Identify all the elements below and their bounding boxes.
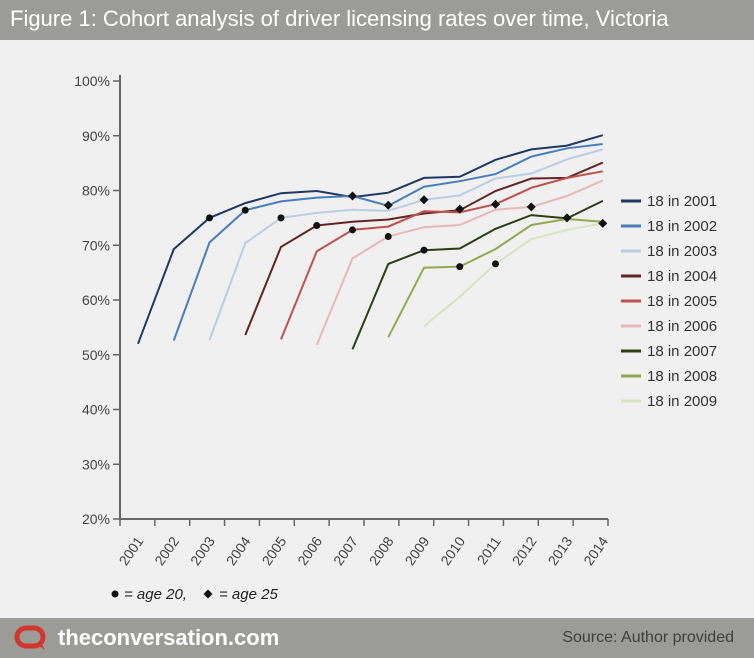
x-tick-label: 2007 (330, 533, 361, 568)
y-tick-label: 30% (82, 456, 110, 472)
conversation-logo-icon (14, 625, 46, 650)
series-line (172, 143, 603, 341)
legend-label: 18 in 2002 (647, 218, 717, 235)
series-layer (137, 134, 604, 350)
figure-header: Figure 1: Cohort analysis of driver lice… (0, 0, 754, 40)
series-line (137, 134, 604, 345)
legend-label: 18 in 2006 (647, 318, 717, 335)
x-tick-label: 2008 (366, 533, 397, 568)
age20-marker (384, 232, 392, 240)
y-tick-label: 90% (82, 128, 110, 144)
x-tick-label: 2005 (258, 533, 289, 568)
figure-title: Figure 1: Cohort analysis of driver lice… (10, 6, 669, 31)
note-diamond-marker (203, 589, 213, 599)
legend-label: 18 in 2001 (647, 193, 717, 210)
age25-marker (562, 213, 572, 223)
x-tick-label: 2001 (115, 533, 146, 568)
x-tick-label: 2011 (474, 533, 504, 567)
chart-legend: 18 in 2001 18 in 2002 18 in 2003 18 in 2004… (621, 193, 717, 410)
x-tick-label: 2013 (544, 533, 575, 568)
age25-marker (526, 202, 536, 212)
note-age20-label: = age 20, (124, 586, 187, 603)
age20-marker (206, 214, 214, 222)
age25-marker (419, 195, 429, 205)
age25-marker (598, 218, 608, 228)
x-tick-label: 2014 (580, 533, 611, 568)
y-tick-label: 70% (82, 237, 110, 253)
chart-axes: 20% 30% 40% 50% 60% 70% 80% 90% 100% 2001 2002 2003… (74, 73, 611, 568)
y-tick-label: 100% (74, 73, 110, 89)
y-tick-label: 50% (82, 347, 110, 363)
x-tick-label: 2004 (223, 533, 254, 568)
marker-note: = age 20, = age 25 (111, 586, 278, 603)
x-tick-label: 2010 (437, 533, 468, 568)
age20-marker (349, 226, 357, 234)
brand-name: theconversation.com (58, 625, 280, 650)
y-tick-label: 40% (82, 402, 110, 418)
age25-marker (383, 200, 393, 210)
legend-label: 18 in 2003 (647, 243, 717, 260)
series-line (244, 161, 604, 336)
legend-label: 18 in 2004 (647, 268, 717, 285)
x-tick-label: 2012 (509, 533, 540, 568)
x-tick-label: 2006 (294, 533, 325, 568)
age20-marker (420, 246, 428, 254)
series-line (208, 148, 604, 341)
brand[interactable]: theconversation.com (14, 622, 279, 654)
age25-marker (348, 191, 358, 201)
legend-label: 18 in 2008 (647, 368, 717, 385)
age20-marker (277, 214, 285, 222)
series-line (387, 217, 603, 338)
y-tick-label: 60% (82, 292, 110, 308)
age25-marker (491, 199, 501, 209)
legend-label: 18 in 2007 (647, 343, 717, 360)
x-tick-label: 2002 (151, 533, 182, 568)
y-tick-label: 20% (82, 511, 110, 527)
series-line (423, 222, 603, 328)
y-tick-label: 80% (82, 183, 110, 199)
x-tick-label: 2003 (187, 533, 218, 568)
age20-marker (241, 206, 249, 214)
marker-layer (206, 191, 608, 271)
series-line (315, 179, 604, 346)
note-circle-marker (111, 590, 119, 598)
x-tick-label: 2009 (401, 533, 432, 568)
age20-marker (456, 263, 464, 271)
legend-label: 18 in 2005 (647, 293, 717, 310)
age25-marker (455, 204, 465, 214)
age20-marker (492, 260, 500, 268)
source-note: Source: Author provided (562, 629, 734, 646)
chart-panel (0, 40, 754, 618)
series-line (351, 200, 604, 350)
series-line (280, 170, 603, 340)
note-age25-label: = age 25 (219, 586, 278, 603)
legend-label: 18 in 2009 (647, 393, 717, 410)
age20-marker (313, 222, 321, 230)
figure-footer: theconversation.com Source: Author provi… (0, 618, 754, 658)
